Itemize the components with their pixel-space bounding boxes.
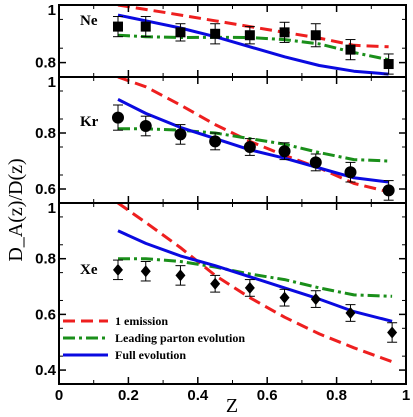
legend-entry: Leading parton evolution	[115, 331, 245, 345]
data-point	[209, 135, 222, 148]
y-tick-label: 1	[48, 74, 56, 91]
y-tick-label: 0.8	[35, 55, 56, 72]
x-axis-label: Z	[226, 395, 238, 417]
data-point	[382, 184, 395, 197]
y-tick-label: 0.6	[35, 306, 56, 323]
panel-kr-plot-area	[111, 77, 395, 201]
y-tick-label: 0.6	[35, 181, 56, 198]
series-line-1-emission	[117, 5, 389, 49]
data-point	[111, 111, 124, 124]
y-tick-label: 1	[48, 2, 56, 19]
data-point	[140, 21, 151, 32]
data-point	[310, 293, 321, 306]
series-line-full-evolution	[117, 229, 393, 323]
series-line-leading-parton-evolution	[118, 257, 393, 298]
data-point	[310, 30, 321, 41]
series-line-1-emission	[117, 203, 393, 364]
series-line-full-evolution	[117, 13, 389, 76]
data-point	[345, 44, 356, 55]
data-point	[309, 156, 322, 169]
data-point	[112, 263, 123, 276]
data-point	[175, 27, 186, 38]
y-tick-label: 0.8	[35, 125, 56, 142]
data-point	[278, 145, 291, 158]
data-point	[279, 291, 290, 304]
data-point	[174, 128, 187, 141]
panel-label-xe: Xe	[80, 262, 98, 278]
x-tick-label: 0.8	[326, 387, 347, 404]
panel-xe-frame	[58, 202, 407, 385]
panel-label-ne: Ne	[80, 13, 98, 29]
x-tick-label: 0.6	[257, 387, 278, 404]
y-tick-label: 1	[48, 200, 56, 217]
data-point	[244, 281, 255, 294]
x-tick-label: 0.2	[118, 387, 139, 404]
data-point	[175, 269, 186, 282]
data-point	[244, 30, 255, 41]
panel-ne-plot-area	[112, 5, 394, 76]
panel-xe-plot-area	[112, 203, 398, 364]
x-tick-label: 1	[402, 387, 410, 404]
x-tick-label: 0	[55, 387, 63, 404]
x-tick-label: 0.4	[187, 387, 209, 404]
data-point	[344, 166, 357, 179]
data-point	[387, 326, 398, 339]
data-point	[210, 277, 221, 290]
panel-label-kr: Kr	[80, 114, 99, 130]
data-point	[210, 28, 221, 39]
y-tick-label: 0.8	[35, 251, 56, 268]
y-tick-label: 0.4	[35, 362, 57, 379]
data-point	[279, 27, 290, 38]
y-axis-label: D_A(z)/D(z)	[5, 158, 27, 261]
data-point	[383, 59, 394, 70]
data-point	[345, 306, 356, 319]
data-point	[139, 120, 152, 132]
data-point	[243, 141, 256, 153]
data-point	[112, 21, 123, 32]
legend-entry: 1 emission	[115, 314, 168, 328]
data-point	[140, 265, 151, 278]
legend-entry: Full evolution	[115, 348, 186, 362]
